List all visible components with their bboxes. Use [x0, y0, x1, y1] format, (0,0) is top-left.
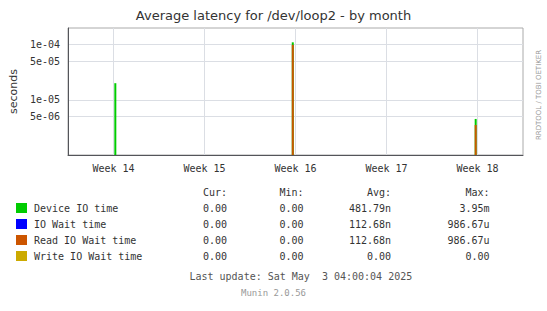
svg-text:986.67u: 986.67u	[447, 235, 489, 246]
svg-text:Write IO Wait time: Write IO Wait time	[34, 251, 142, 262]
svg-text:1e-04: 1e-04	[30, 39, 60, 50]
svg-text:0.00: 0.00	[203, 235, 227, 246]
svg-text:Average latency for /dev/loop2: Average latency for /dev/loop2 - by mont…	[136, 8, 411, 23]
svg-text:986.67u: 986.67u	[447, 219, 489, 230]
svg-text:0.00: 0.00	[203, 219, 227, 230]
svg-text:5e-05: 5e-05	[30, 56, 60, 67]
svg-text:Device IO time: Device IO time	[34, 203, 118, 214]
svg-text:3.95m: 3.95m	[459, 203, 489, 214]
svg-text:Last update: Sat May 3 04:00:: Last update: Sat May 3 04:00:04 2025	[189, 271, 412, 282]
svg-text:RRDTOOL / TOBI OETIKER: RRDTOOL / TOBI OETIKER	[535, 50, 543, 140]
svg-text:Munin 2.0.56: Munin 2.0.56	[241, 288, 306, 298]
svg-text:0.00: 0.00	[465, 251, 489, 262]
svg-text:0.00: 0.00	[279, 219, 303, 230]
svg-text:0.00: 0.00	[203, 251, 227, 262]
svg-text:0.00: 0.00	[203, 203, 227, 214]
svg-text:112.68n: 112.68n	[349, 235, 391, 246]
svg-text:Cur:: Cur:	[203, 187, 227, 198]
svg-text:481.79n: 481.79n	[349, 203, 391, 214]
svg-text:Week 16: Week 16	[274, 163, 316, 174]
svg-text:0.00: 0.00	[279, 203, 303, 214]
svg-text:5e-06: 5e-06	[30, 111, 60, 122]
svg-text:0.00: 0.00	[279, 251, 303, 262]
svg-text:0.00: 0.00	[367, 251, 391, 262]
svg-text:Week 15: Week 15	[183, 163, 225, 174]
svg-text:Read IO Wait time: Read IO Wait time	[34, 235, 136, 246]
svg-text:112.68n: 112.68n	[349, 219, 391, 230]
svg-text:Week 14: Week 14	[92, 163, 134, 174]
svg-text:IO Wait time: IO Wait time	[34, 219, 106, 230]
svg-text:Max:: Max:	[465, 187, 489, 198]
svg-text:Week 17: Week 17	[365, 163, 407, 174]
svg-text:Min:: Min:	[279, 187, 303, 198]
svg-text:Week 18: Week 18	[456, 163, 498, 174]
svg-text:0.00: 0.00	[279, 235, 303, 246]
svg-text:Avg:: Avg:	[367, 187, 391, 198]
svg-text:1e-05: 1e-05	[30, 94, 60, 105]
svg-text:seconds: seconds	[7, 69, 20, 114]
